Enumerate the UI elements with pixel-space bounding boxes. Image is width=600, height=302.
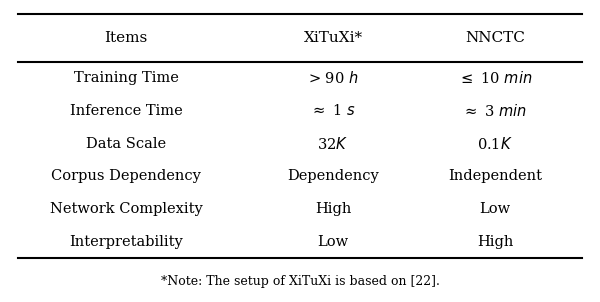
- Text: Data Scale: Data Scale: [86, 137, 166, 151]
- Text: Low: Low: [479, 202, 511, 216]
- Text: *Note: The setup of XiTuXi is based on [22].: *Note: The setup of XiTuXi is based on […: [161, 275, 439, 288]
- Text: $\leq$ 10 $min$: $\leq$ 10 $min$: [458, 70, 532, 86]
- Text: Independent: Independent: [448, 169, 542, 183]
- Text: 32$K$: 32$K$: [317, 136, 349, 152]
- Text: High: High: [315, 202, 351, 216]
- Text: Corpus Dependency: Corpus Dependency: [51, 169, 201, 183]
- Text: > 90 $h$: > 90 $h$: [308, 70, 358, 86]
- Text: XiTuXi*: XiTuXi*: [304, 31, 362, 45]
- Text: $\approx$ 1 $s$: $\approx$ 1 $s$: [310, 104, 356, 118]
- Text: Inference Time: Inference Time: [70, 104, 182, 118]
- Text: Interpretability: Interpretability: [69, 235, 183, 249]
- Text: Items: Items: [104, 31, 148, 45]
- Text: 0.1$K$: 0.1$K$: [477, 136, 513, 152]
- Text: Training Time: Training Time: [74, 71, 178, 85]
- Text: NNCTC: NNCTC: [465, 31, 525, 45]
- Text: Dependency: Dependency: [287, 169, 379, 183]
- Text: $\approx$ 3 $min$: $\approx$ 3 $min$: [463, 103, 527, 119]
- Text: Network Complexity: Network Complexity: [50, 202, 202, 216]
- Text: Low: Low: [317, 235, 349, 249]
- Text: High: High: [477, 235, 513, 249]
